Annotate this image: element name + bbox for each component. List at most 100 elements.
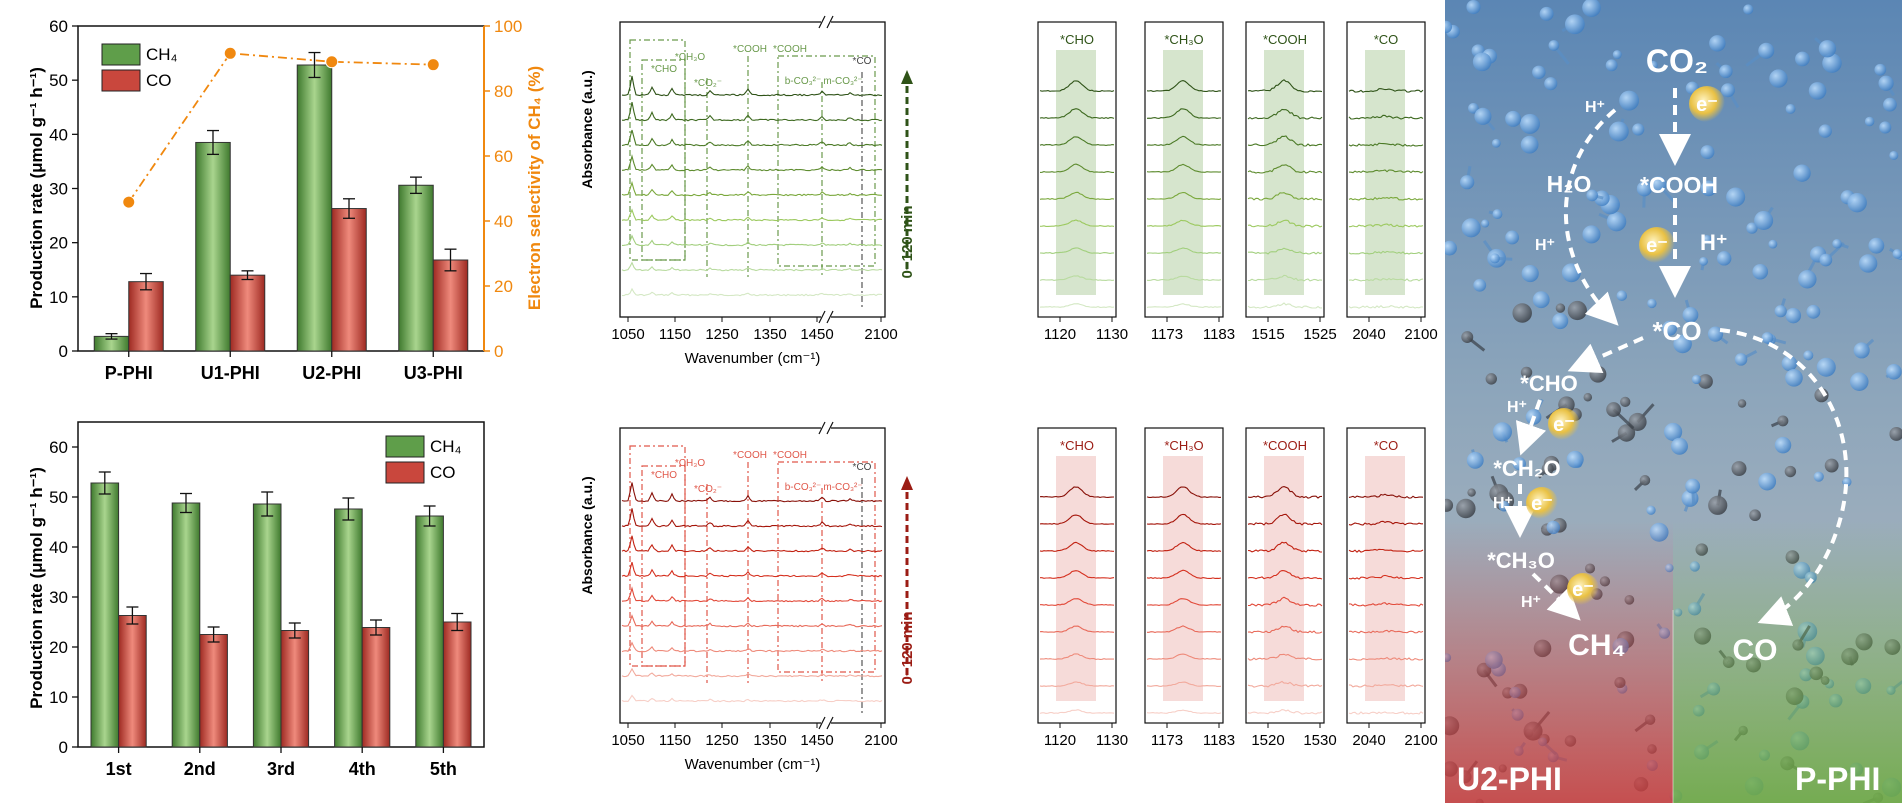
- y-tick-label: 10: [49, 688, 68, 707]
- hplus-4: H⁺: [1507, 399, 1527, 416]
- lattice-atom: [1617, 424, 1636, 442]
- inset-label-2: *CH₃O: [1164, 32, 1203, 47]
- hplus-1: H⁺: [1585, 99, 1605, 116]
- chart2-y-axis-label: Production rate (μmol g⁻¹ h⁻¹): [27, 467, 46, 709]
- inset-trace-1-8: [1039, 108, 1115, 119]
- inset-label-3: *COOH: [1263, 32, 1307, 47]
- lattice-atom: [1467, 488, 1476, 497]
- inset-trace-4-3: [1348, 250, 1424, 255]
- y-tick-label: 30: [49, 180, 68, 199]
- electron-1: e⁻: [1696, 94, 1718, 116]
- band-label: b-CO₃²⁻: [785, 76, 822, 87]
- band-label: *COOH: [733, 450, 767, 461]
- drifts-main-frame: [619, 21, 886, 318]
- drifts-trace-6: [621, 561, 883, 578]
- inset-trace-1-2: [1039, 275, 1115, 281]
- drifts-trace-8: [621, 101, 883, 122]
- lattice-atom: [1864, 116, 1875, 127]
- lattice-atom: [1769, 69, 1788, 88]
- selectivity-point-P-PHI: [122, 195, 136, 209]
- lattice-atom: [1461, 218, 1481, 238]
- inset-band-3: [1264, 456, 1304, 701]
- inset-x-tick-label: 2100: [1404, 732, 1437, 749]
- lattice-atom: [1605, 59, 1618, 72]
- selectivity-line: [128, 52, 434, 203]
- lattice-atom: [1808, 82, 1827, 100]
- lattice-atom: [1785, 369, 1803, 387]
- lattice-atom: [1819, 253, 1833, 267]
- region-label-u2phi: U2-PHI: [1457, 761, 1562, 797]
- y-tick-label: 50: [49, 488, 68, 507]
- band-label: *CHO: [651, 64, 677, 75]
- axis-break-slash: [818, 15, 826, 29]
- bar-ch4-4th: [334, 508, 363, 748]
- lattice-atom: [1445, 498, 1454, 512]
- chart1-legend: CH₄ CO: [101, 43, 178, 92]
- lattice-atom: [1879, 121, 1892, 134]
- lattice-atom: [1698, 374, 1713, 389]
- inset-trace-1-8: [1039, 514, 1115, 525]
- inset-trace-2-3: [1146, 653, 1222, 660]
- inset-label-3: *COOH: [1263, 438, 1307, 453]
- lattice-atom: [1752, 263, 1769, 280]
- band-label: *COOH: [773, 44, 807, 55]
- arrow-cho-ch2o: [1515, 399, 1547, 456]
- lattice-atom: [1768, 239, 1778, 249]
- axis-break-slash: [826, 421, 834, 435]
- lattice-atom: [1874, 63, 1887, 76]
- lattice-atom: [1758, 472, 1777, 491]
- band-markers: [629, 39, 876, 307]
- lattice-atom: [1699, 256, 1708, 266]
- inset-x-tick-label: 2100: [1404, 326, 1437, 343]
- x-tick-label: 1st: [106, 759, 132, 779]
- y-tick-label: 50: [49, 71, 68, 90]
- lattice-atom: [1616, 290, 1628, 301]
- lattice-atom: [1720, 83, 1735, 98]
- inset-trace-1-9: [1039, 80, 1115, 92]
- lattice-atom: [1816, 357, 1836, 377]
- lattice-atom: [1685, 478, 1701, 494]
- lattice-atom: [1606, 402, 1621, 417]
- drifts-x-tick-label: 1050: [611, 732, 644, 749]
- axis-break-bottom: [821, 311, 831, 323]
- y-tick-label: 40: [49, 125, 68, 144]
- band-label: *COOH: [733, 44, 767, 55]
- lattice-atom: [1731, 461, 1747, 477]
- lattice-atom: [1466, 0, 1481, 15]
- time-label: 0~120 min: [899, 612, 916, 685]
- inset-band-3: [1264, 50, 1304, 295]
- inset-trace-4-5: [1348, 602, 1424, 607]
- y-tick-label: 60: [49, 438, 68, 457]
- lattice-atom: [1648, 60, 1658, 70]
- lattice-atom: [1737, 399, 1747, 408]
- x-tick-label: P-PHI: [105, 363, 153, 383]
- drifts-x-tick-label: 1250: [705, 732, 738, 749]
- y2-tick-label: 20: [494, 277, 513, 296]
- lattice-atom: [1586, 189, 1599, 202]
- bar-co-2nd: [199, 634, 228, 748]
- chart1-y2-axis-label: Electron selectivity of CH₄ (%): [525, 66, 544, 310]
- inset-trace-2-4: [1147, 625, 1222, 633]
- lattice-atom: [1832, 238, 1842, 249]
- inset-trace-2-4: [1146, 219, 1222, 227]
- lattice-atom: [1520, 113, 1540, 134]
- inset-frame-2: [1144, 427, 1224, 724]
- inset-x-tick-label: 1183: [1203, 326, 1235, 343]
- bar-co-U2-PHI: [331, 208, 367, 352]
- lattice-atom: [1646, 505, 1656, 515]
- species-cooh: *COOH: [1640, 172, 1718, 198]
- arrow-co-desorb: [1719, 328, 1849, 626]
- band-label: *CH₃O: [675, 52, 705, 63]
- inset-trace-2-8: [1146, 513, 1222, 525]
- inset-trace-3-8: [1247, 108, 1323, 120]
- drifts-trace-6: [621, 154, 883, 172]
- lattice-atom: [1472, 52, 1492, 72]
- axis-break-top: [821, 16, 831, 28]
- drifts-trace-9: [621, 75, 883, 97]
- region-label-pphi: P-PHI: [1795, 761, 1880, 797]
- lattice-atom: [1700, 145, 1715, 160]
- x-tick-label: U1-PHI: [201, 363, 260, 383]
- lattice-atom: [1798, 270, 1817, 289]
- inset-frame-3: [1245, 21, 1325, 318]
- inset-frame-2: [1144, 21, 1224, 318]
